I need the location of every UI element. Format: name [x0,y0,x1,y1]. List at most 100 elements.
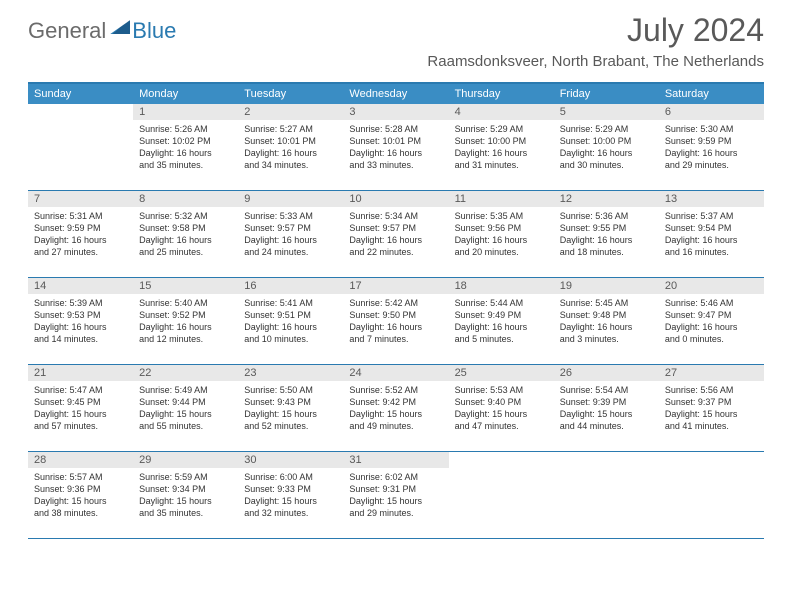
calendar-day-cell [659,452,764,538]
sunset-text: Sunset: 9:37 PM [665,396,758,408]
day-details: Sunrise: 5:56 AMSunset: 9:37 PMDaylight:… [659,381,764,439]
day-number: 21 [28,365,133,381]
sunset-text: Sunset: 9:50 PM [349,309,442,321]
day-number: 31 [343,452,448,468]
sunrise-text: Sunrise: 5:40 AM [139,297,232,309]
daylight-text: Daylight: 16 hours [665,234,758,246]
sunset-text: Sunset: 9:34 PM [139,483,232,495]
calendar-day-cell: 4Sunrise: 5:29 AMSunset: 10:00 PMDayligh… [449,104,554,190]
day-number: 16 [238,278,343,294]
day-number: 20 [659,278,764,294]
daylight-text: and 3 minutes. [560,333,653,345]
calendar-day-cell: 5Sunrise: 5:29 AMSunset: 10:00 PMDayligh… [554,104,659,190]
day-number: 2 [238,104,343,120]
location-subtitle: Raamsdonksveer, North Brabant, The Nethe… [427,53,764,70]
daylight-text: and 27 minutes. [34,246,127,258]
weekday-header: Thursday [449,84,554,104]
daylight-text: and 10 minutes. [244,333,337,345]
sunset-text: Sunset: 9:39 PM [560,396,653,408]
sunset-text: Sunset: 10:02 PM [139,135,232,147]
daylight-text: and 24 minutes. [244,246,337,258]
daylight-text: and 18 minutes. [560,246,653,258]
calendar-day-cell: 27Sunrise: 5:56 AMSunset: 9:37 PMDayligh… [659,365,764,451]
weekday-header: Tuesday [238,84,343,104]
calendar-day-cell: 12Sunrise: 5:36 AMSunset: 9:55 PMDayligh… [554,191,659,277]
sunset-text: Sunset: 9:59 PM [665,135,758,147]
day-number: 23 [238,365,343,381]
daylight-text: and 55 minutes. [139,420,232,432]
daylight-text: Daylight: 16 hours [244,234,337,246]
title-block: July 2024 Raamsdonksveer, North Brabant,… [427,12,764,70]
daylight-text: Daylight: 16 hours [665,321,758,333]
sunrise-text: Sunrise: 5:56 AM [665,384,758,396]
daylight-text: Daylight: 16 hours [560,147,653,159]
calendar: Sunday Monday Tuesday Wednesday Thursday… [28,82,764,539]
daylight-text: and 34 minutes. [244,159,337,171]
sunset-text: Sunset: 9:42 PM [349,396,442,408]
sunrise-text: Sunrise: 5:27 AM [244,123,337,135]
day-details: Sunrise: 5:57 AMSunset: 9:36 PMDaylight:… [28,468,133,526]
day-details: Sunrise: 5:37 AMSunset: 9:54 PMDaylight:… [659,207,764,265]
weekday-header: Monday [133,84,238,104]
day-details: Sunrise: 5:54 AMSunset: 9:39 PMDaylight:… [554,381,659,439]
daylight-text: Daylight: 16 hours [139,147,232,159]
day-number: 10 [343,191,448,207]
calendar-week-row: 7Sunrise: 5:31 AMSunset: 9:59 PMDaylight… [28,191,764,278]
sunset-text: Sunset: 9:49 PM [455,309,548,321]
calendar-day-cell: 2Sunrise: 5:27 AMSunset: 10:01 PMDayligh… [238,104,343,190]
calendar-day-cell: 6Sunrise: 5:30 AMSunset: 9:59 PMDaylight… [659,104,764,190]
sunrise-text: Sunrise: 5:31 AM [34,210,127,222]
daylight-text: and 49 minutes. [349,420,442,432]
daylight-text: and 41 minutes. [665,420,758,432]
daylight-text: Daylight: 15 hours [34,495,127,507]
daylight-text: Daylight: 16 hours [349,234,442,246]
sunrise-text: Sunrise: 5:49 AM [139,384,232,396]
sunset-text: Sunset: 9:52 PM [139,309,232,321]
sunrise-text: Sunrise: 5:32 AM [139,210,232,222]
day-details: Sunrise: 5:39 AMSunset: 9:53 PMDaylight:… [28,294,133,352]
logo-text-general: General [28,18,106,44]
calendar-day-cell [449,452,554,538]
day-number: 15 [133,278,238,294]
calendar-body: 1Sunrise: 5:26 AMSunset: 10:02 PMDayligh… [28,104,764,539]
daylight-text: Daylight: 16 hours [665,147,758,159]
sunset-text: Sunset: 9:36 PM [34,483,127,495]
weekday-header-row: Sunday Monday Tuesday Wednesday Thursday… [28,84,764,104]
day-details: Sunrise: 5:30 AMSunset: 9:59 PMDaylight:… [659,120,764,178]
sunrise-text: Sunrise: 5:34 AM [349,210,442,222]
sunrise-text: Sunrise: 5:45 AM [560,297,653,309]
day-number: 26 [554,365,659,381]
sunset-text: Sunset: 10:01 PM [244,135,337,147]
daylight-text: and 57 minutes. [34,420,127,432]
daylight-text: and 29 minutes. [665,159,758,171]
calendar-week-row: 14Sunrise: 5:39 AMSunset: 9:53 PMDayligh… [28,278,764,365]
daylight-text: Daylight: 16 hours [34,234,127,246]
sunrise-text: Sunrise: 5:35 AM [455,210,548,222]
sunrise-text: Sunrise: 6:00 AM [244,471,337,483]
sunrise-text: Sunrise: 5:39 AM [34,297,127,309]
day-details: Sunrise: 5:29 AMSunset: 10:00 PMDaylight… [554,120,659,178]
daylight-text: Daylight: 15 hours [349,495,442,507]
sunrise-text: Sunrise: 5:41 AM [244,297,337,309]
day-number: 11 [449,191,554,207]
sunrise-text: Sunrise: 5:50 AM [244,384,337,396]
weekday-header: Saturday [659,84,764,104]
weekday-header: Wednesday [343,84,448,104]
sunrise-text: Sunrise: 5:36 AM [560,210,653,222]
sunset-text: Sunset: 9:33 PM [244,483,337,495]
daylight-text: Daylight: 15 hours [139,495,232,507]
day-number: 24 [343,365,448,381]
sunset-text: Sunset: 10:01 PM [349,135,442,147]
daylight-text: Daylight: 16 hours [560,321,653,333]
day-number: 27 [659,365,764,381]
day-details: Sunrise: 5:45 AMSunset: 9:48 PMDaylight:… [554,294,659,352]
day-number: 25 [449,365,554,381]
calendar-day-cell: 21Sunrise: 5:47 AMSunset: 9:45 PMDayligh… [28,365,133,451]
sunset-text: Sunset: 10:00 PM [560,135,653,147]
day-details: Sunrise: 5:59 AMSunset: 9:34 PMDaylight:… [133,468,238,526]
sunset-text: Sunset: 9:48 PM [560,309,653,321]
sunset-text: Sunset: 9:57 PM [349,222,442,234]
sunrise-text: Sunrise: 5:42 AM [349,297,442,309]
calendar-day-cell: 30Sunrise: 6:00 AMSunset: 9:33 PMDayligh… [238,452,343,538]
daylight-text: Daylight: 16 hours [34,321,127,333]
